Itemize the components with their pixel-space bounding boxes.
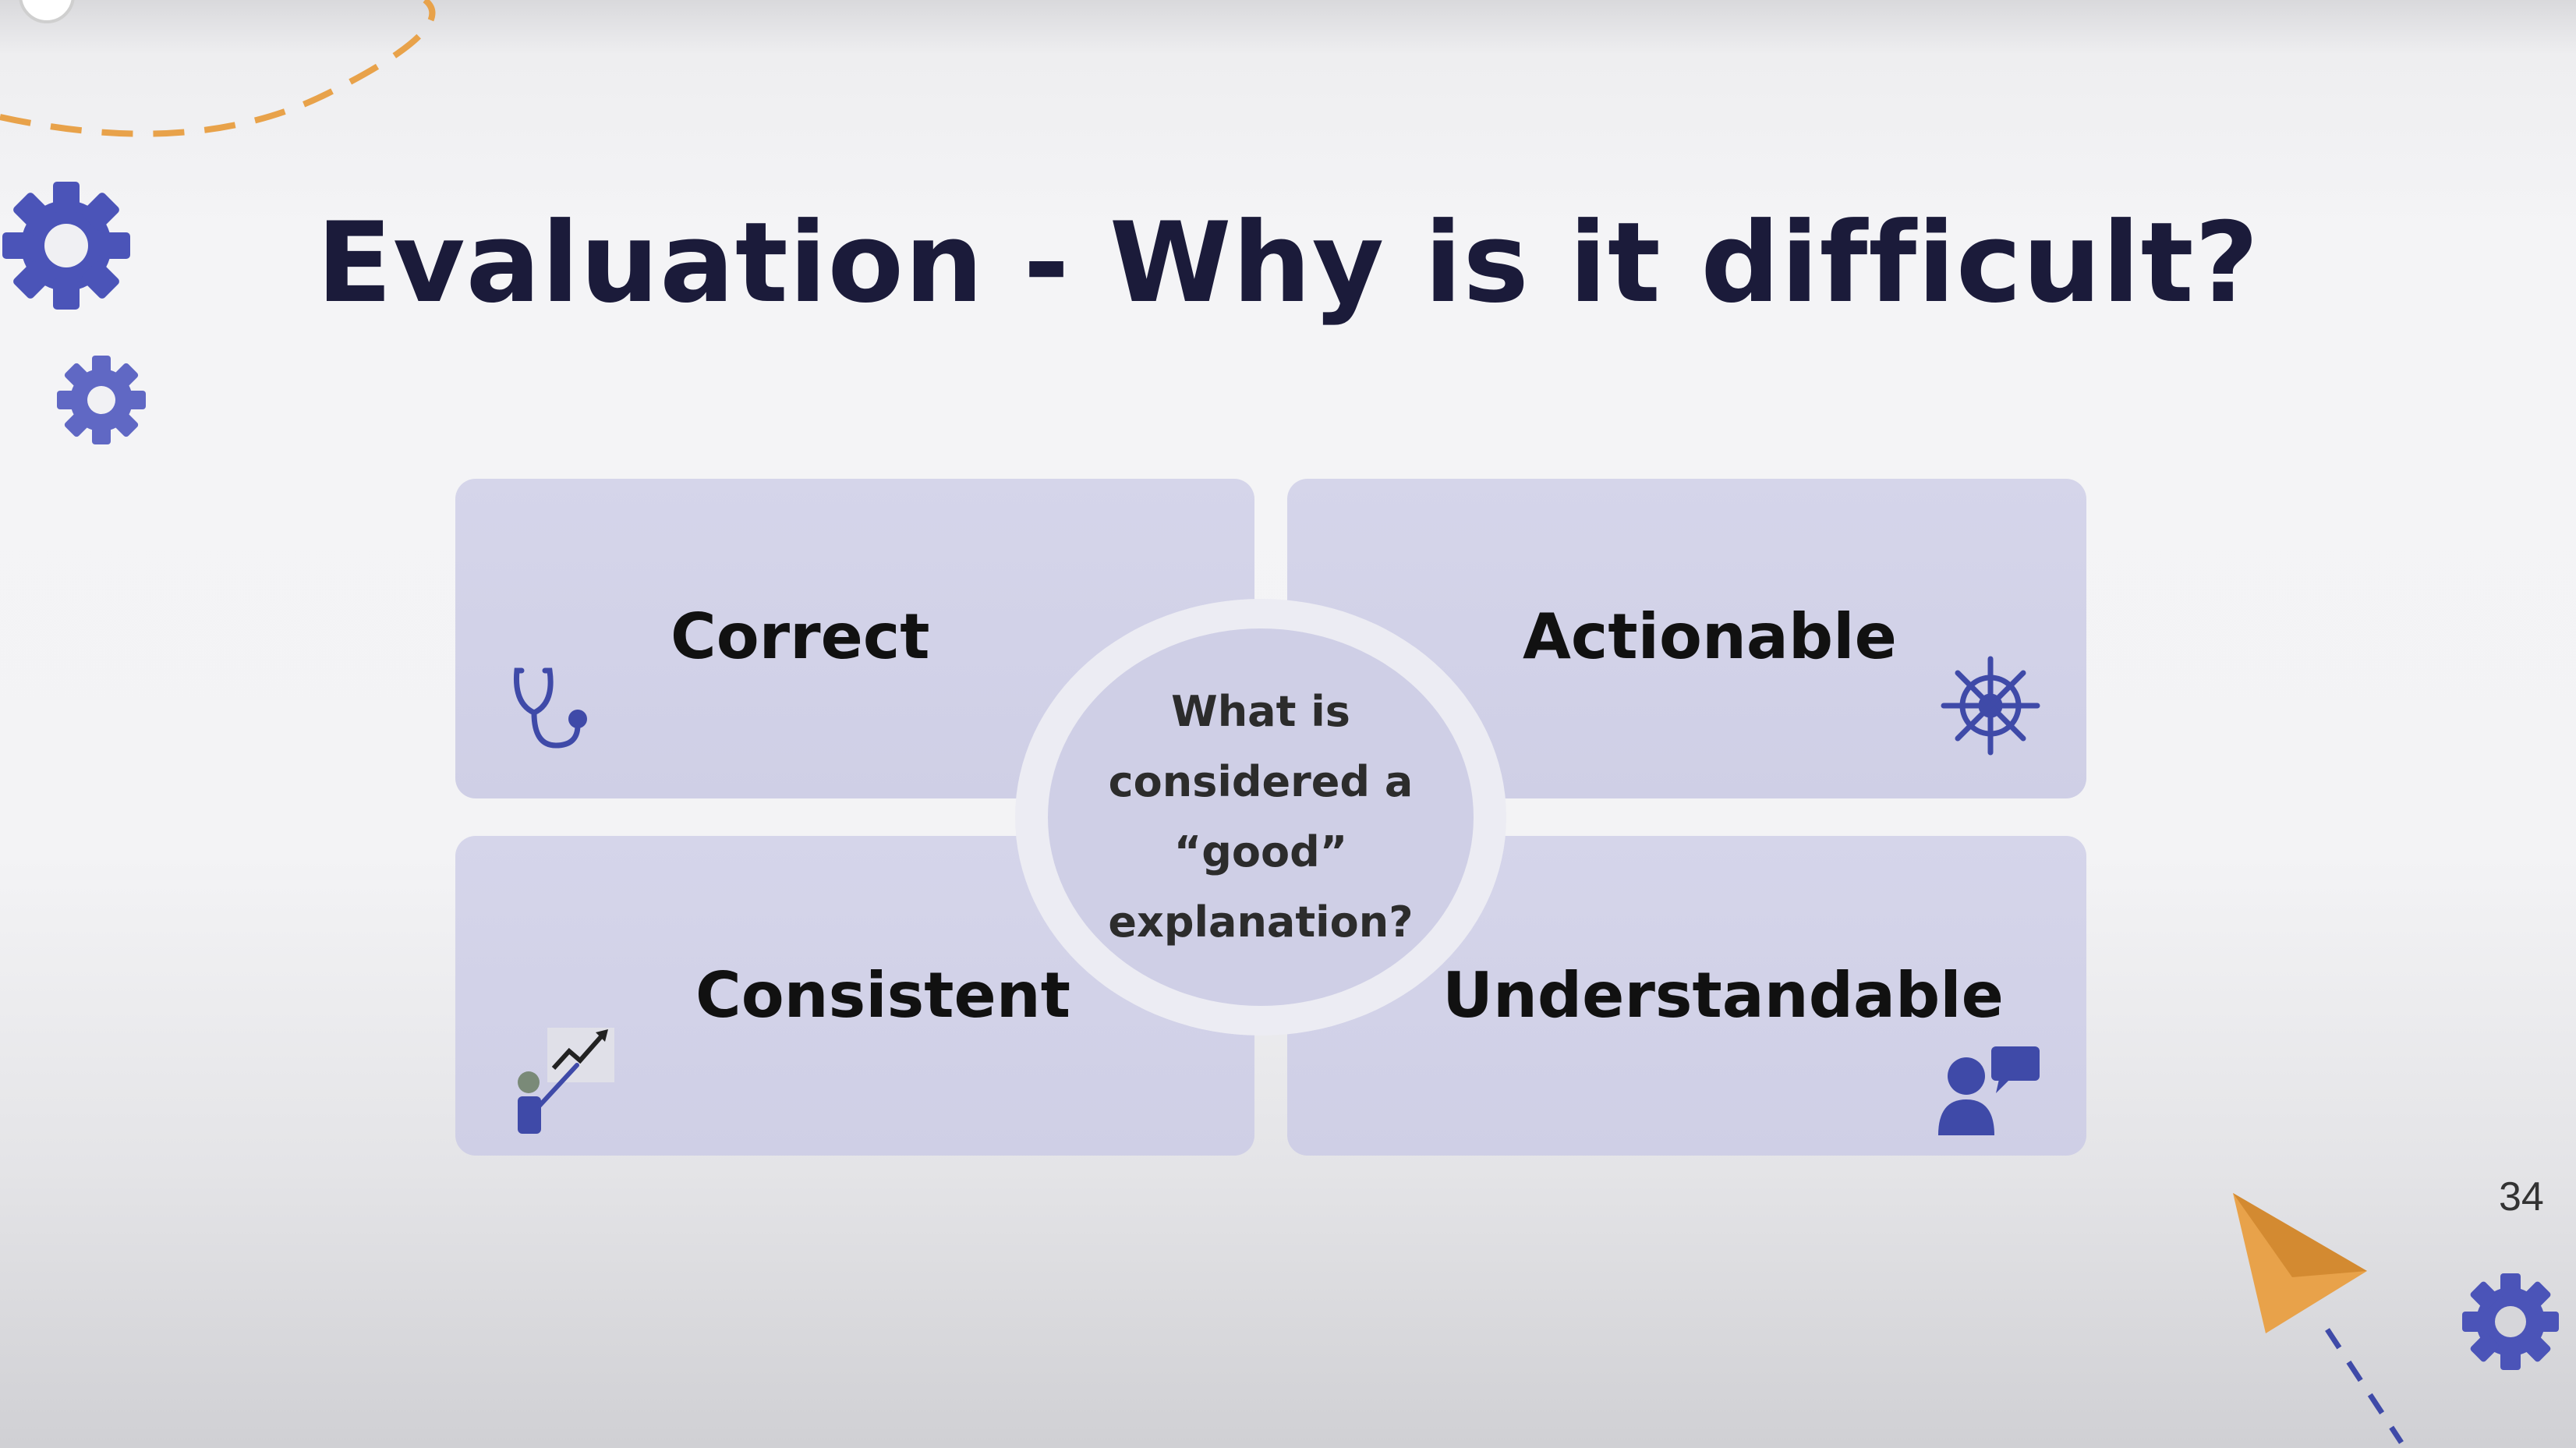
center-question: What is considered a “good” explanation? bbox=[1089, 677, 1432, 958]
paper-plane-icon bbox=[2233, 1193, 2404, 1444]
center-line: What is bbox=[1171, 687, 1350, 736]
gear-icon bbox=[2462, 1273, 2559, 1370]
quadrant-label-understandable: Understandable bbox=[1442, 959, 2004, 1032]
quadrant-label-consistent: Consistent bbox=[695, 959, 1070, 1032]
ship-wheel-icon bbox=[1941, 656, 2040, 756]
center-line: explanation? bbox=[1108, 897, 1414, 947]
slide-title: Evaluation - Why is it difficult? bbox=[316, 199, 2260, 327]
person-speech-icon bbox=[1938, 1046, 2040, 1135]
stethoscope-icon bbox=[513, 667, 587, 749]
quadrant-label-actionable: Actionable bbox=[1523, 600, 1897, 673]
gear-icon bbox=[57, 356, 146, 444]
center-line: considered a bbox=[1108, 757, 1414, 806]
center-line: “good” bbox=[1173, 827, 1348, 876]
page-number: 34 bbox=[2499, 1174, 2544, 1220]
person-chart-icon bbox=[518, 1028, 614, 1134]
quadrant-label-correct: Correct bbox=[671, 600, 930, 673]
center-circle: What is considered a “good” explanation? bbox=[1048, 628, 1474, 1006]
gear-icon bbox=[2, 182, 130, 310]
